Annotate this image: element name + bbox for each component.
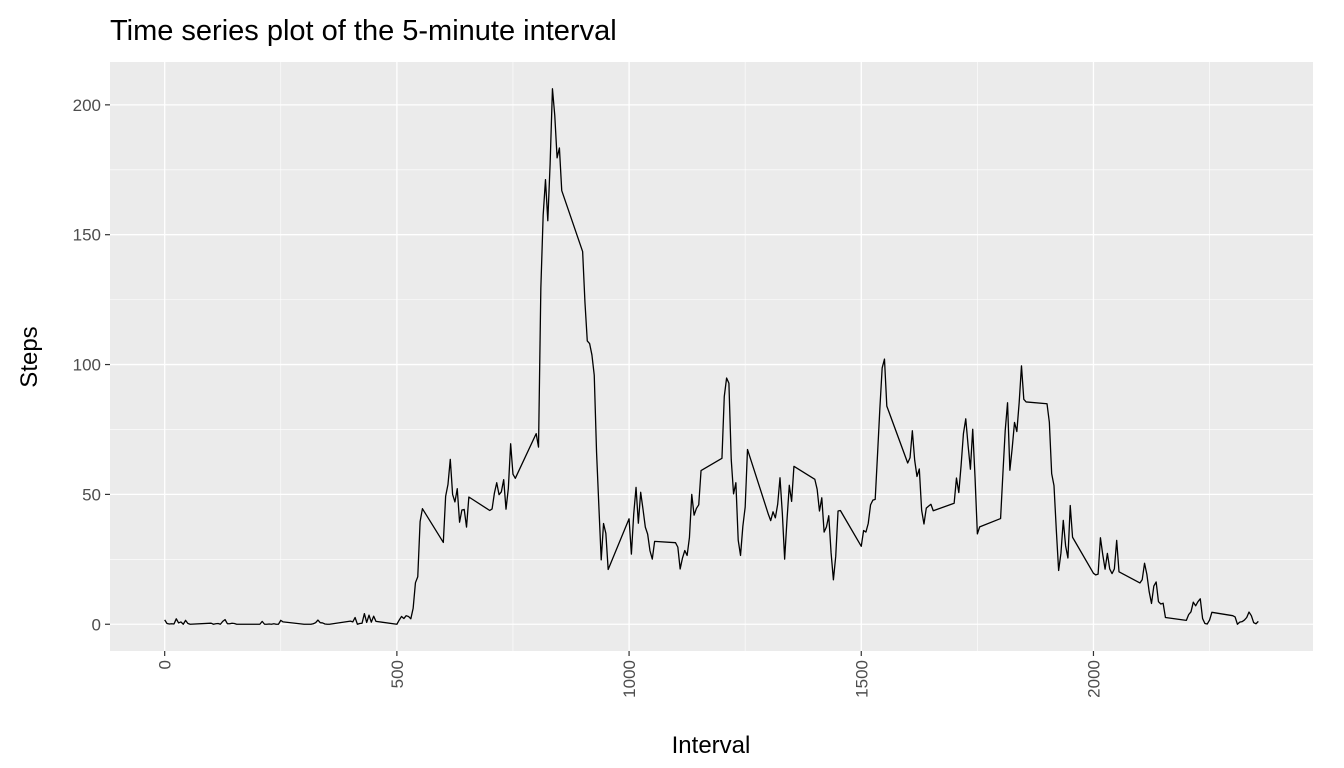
x-tick-label: 1000 (620, 660, 639, 698)
x-tick-label: 1500 (852, 660, 871, 698)
x-tick-label: 2000 (1084, 660, 1103, 698)
y-tick-label: 200 (73, 96, 101, 115)
data-line (164, 88, 1259, 625)
y-tick-label: 0 (92, 615, 101, 634)
y-tick-label: 50 (82, 485, 101, 504)
y-tick-label: 100 (73, 356, 101, 375)
x-axis-label: Interval (672, 732, 751, 759)
chart-title: Time series plot of the 5-minute interva… (110, 15, 617, 47)
x-tick-label: 500 (388, 660, 407, 688)
x-tick-label: 0 (156, 660, 175, 669)
y-axis-label: Steps (16, 326, 43, 387)
plot-panel (110, 62, 1313, 651)
y-tick-label: 150 (73, 226, 101, 245)
